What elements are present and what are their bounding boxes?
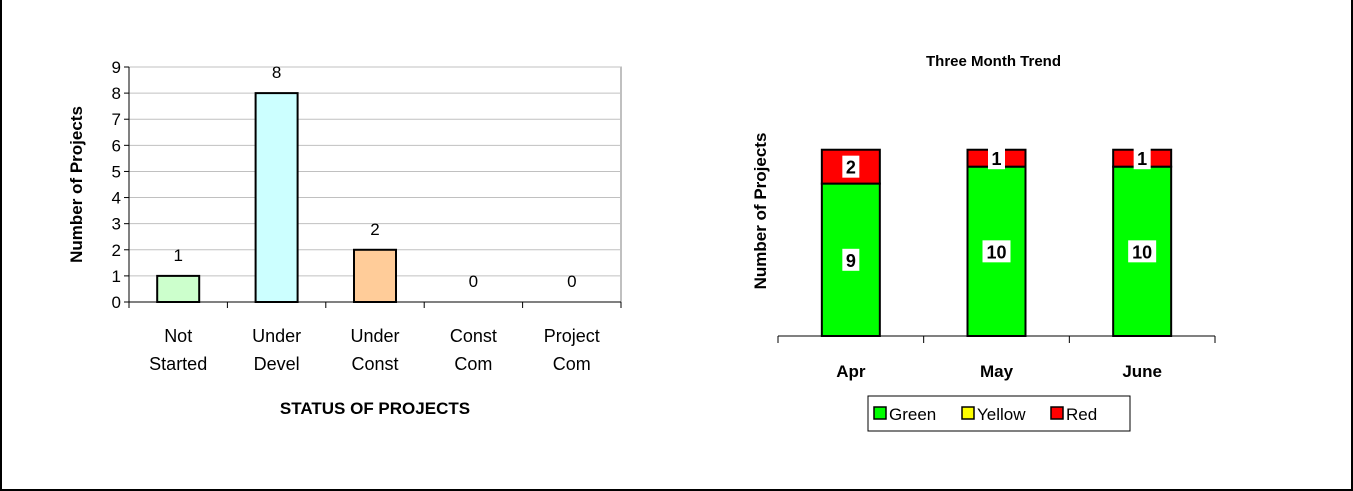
data-label-bg (842, 155, 860, 178)
data-label-bg (988, 147, 1005, 170)
legend-label: Yellow (977, 405, 1026, 424)
bar (353, 248, 397, 303)
x-tick-label: Const (351, 354, 398, 374)
x-tick-label: Under (252, 326, 301, 346)
x-tick-label: Not (164, 326, 192, 346)
legend-label: Green (889, 405, 936, 424)
data-label: 1 (1137, 149, 1147, 169)
data-label: 1 (173, 246, 182, 265)
data-label: 9 (846, 251, 856, 271)
y-tick-label: 7 (112, 110, 121, 129)
y-axis-title: Number of Projects (67, 106, 86, 263)
x-tick-label: Project (544, 326, 600, 346)
x-tick-label: Com (553, 354, 591, 374)
legend-swatch (1050, 406, 1064, 420)
data-label: 0 (567, 272, 576, 291)
x-tick-label: Const (450, 326, 497, 346)
x-tick-label: June (1122, 362, 1162, 381)
y-tick-label: 1 (112, 267, 121, 286)
y-tick-label: 8 (112, 84, 121, 103)
data-label: 2 (846, 158, 856, 178)
y-tick-label: 6 (112, 136, 121, 155)
data-label-bg (1128, 240, 1157, 263)
x-tick-label: May (980, 362, 1014, 381)
bar (254, 92, 299, 303)
y-tick-label: 5 (112, 162, 121, 181)
y-tick-label: 3 (112, 215, 121, 234)
data-label: 10 (986, 242, 1006, 262)
data-label: 1 (991, 149, 1001, 169)
x-tick-label: Started (149, 354, 207, 374)
data-label-bg (1133, 147, 1151, 170)
bar (156, 274, 201, 303)
y-tick-label: 4 (112, 189, 121, 208)
data-label-bg (842, 248, 860, 271)
x-tick-label: Apr (836, 362, 866, 381)
chart-title: Three Month Trend (926, 53, 1061, 70)
y-tick-label: 2 (112, 241, 121, 260)
data-label-bg (982, 240, 1011, 263)
data-label: 0 (469, 272, 478, 291)
data-label: 10 (1132, 242, 1152, 262)
x-axis-title: STATUS OF PROJECTS (280, 399, 470, 418)
x-tick-label: Devel (254, 354, 300, 374)
y-tick-label: 9 (112, 58, 121, 77)
legend-label: Red (1066, 405, 1097, 424)
y-axis-title: Number of Projects (751, 133, 770, 290)
legend-swatch (873, 406, 887, 420)
legend-swatch (961, 406, 975, 420)
x-tick-label: Com (454, 354, 492, 374)
y-tick-label: 0 (112, 293, 121, 312)
data-label: 8 (272, 63, 281, 82)
x-tick-label: Under (350, 326, 399, 346)
data-label: 2 (370, 220, 379, 239)
legend (867, 395, 1131, 432)
